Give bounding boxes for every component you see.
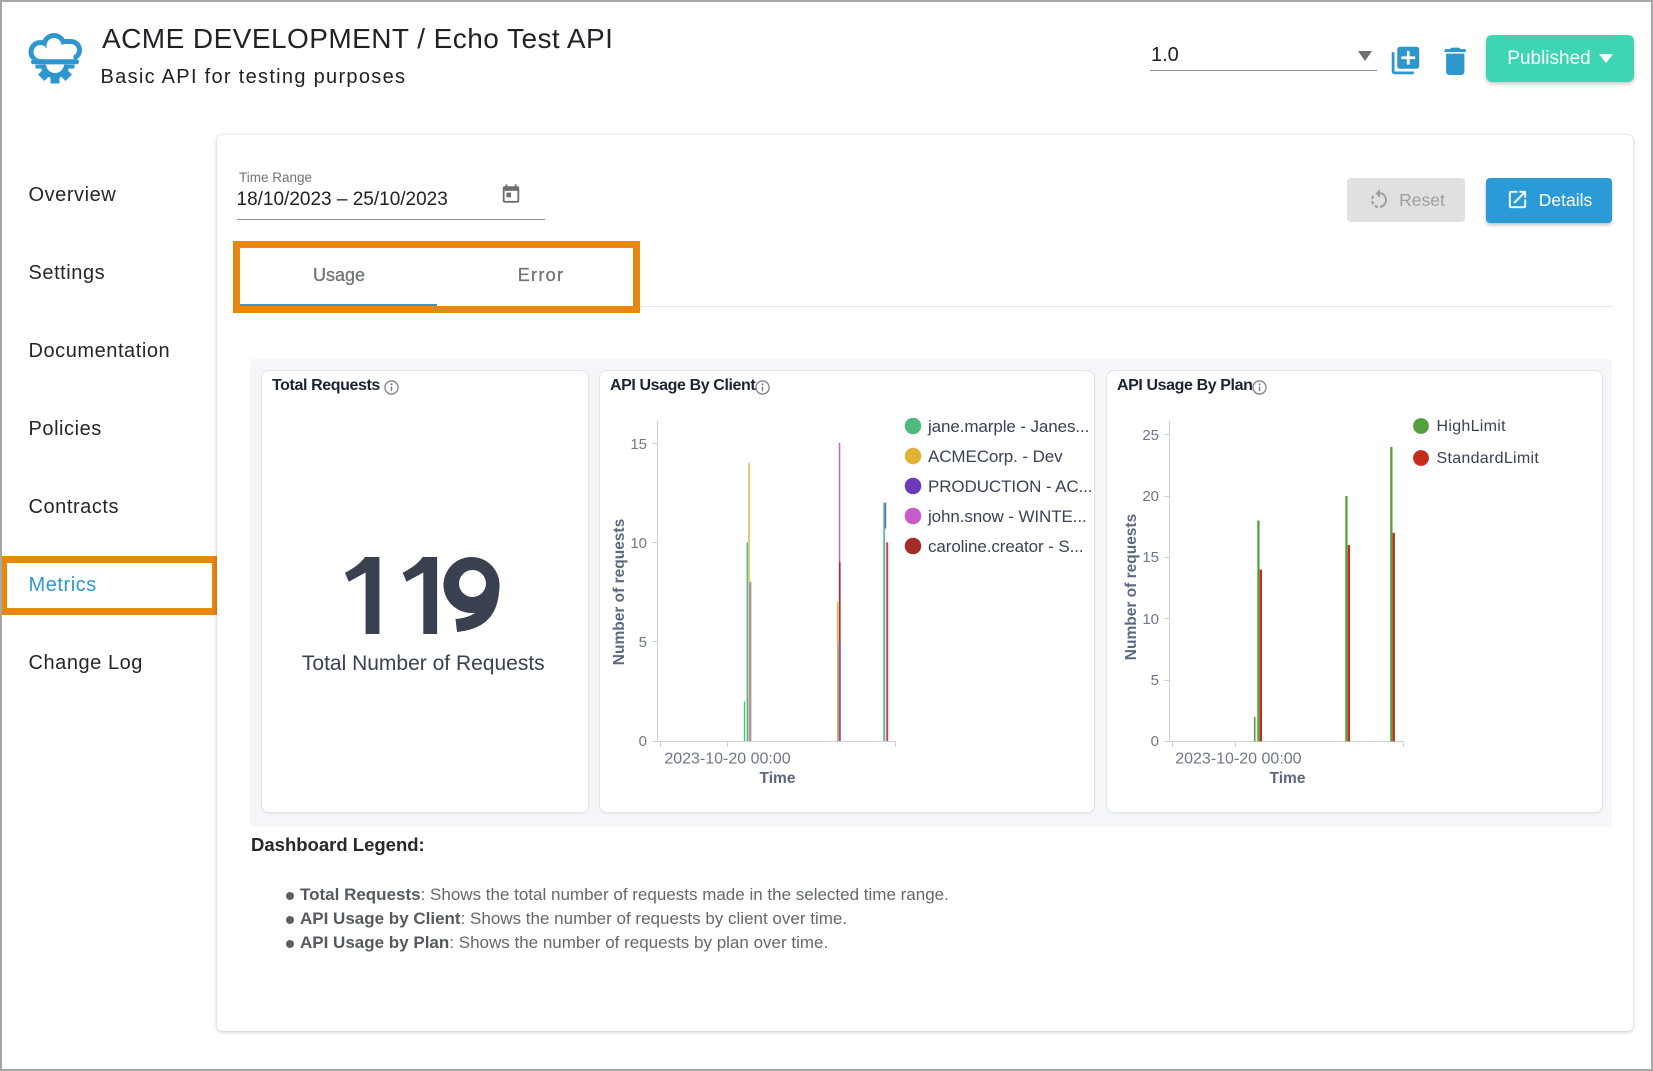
- svg-text:5: 5: [1150, 672, 1158, 689]
- svg-text:2023-10-20 00:00: 2023-10-20 00:00: [1175, 751, 1301, 768]
- svg-text:Number of requests: Number of requests: [1123, 514, 1140, 660]
- svg-text:Number of requests: Number of requests: [611, 519, 628, 665]
- svg-text:PRODUCTION - AC...: PRODUCTION - AC...: [928, 477, 1092, 496]
- svg-text:Time: Time: [759, 770, 795, 787]
- svg-text:caroline.creator - S...: caroline.creator - S...: [928, 537, 1083, 556]
- svg-text:0: 0: [1150, 733, 1158, 750]
- svg-text:20: 20: [1142, 488, 1159, 505]
- svg-text:15: 15: [1142, 549, 1159, 566]
- svg-text:15: 15: [630, 436, 647, 453]
- svg-text:0: 0: [638, 733, 646, 750]
- svg-text:jane.marple - Janes...: jane.marple - Janes...: [927, 417, 1089, 436]
- svg-text:Time: Time: [1269, 770, 1305, 787]
- svg-text:2023-10-20 00:00: 2023-10-20 00:00: [664, 751, 790, 768]
- svg-text:5: 5: [638, 634, 646, 651]
- svg-text:10: 10: [1142, 611, 1159, 628]
- svg-text:StandardLimit: StandardLimit: [1436, 450, 1539, 467]
- svg-text:john.snow - WINTE...: john.snow - WINTE...: [927, 507, 1087, 526]
- svg-text:HighLimit: HighLimit: [1436, 418, 1506, 435]
- svg-text:25: 25: [1142, 427, 1159, 444]
- svg-text:10: 10: [630, 535, 647, 552]
- svg-text:ACMECorp. - Dev: ACMECorp. - Dev: [928, 447, 1063, 466]
